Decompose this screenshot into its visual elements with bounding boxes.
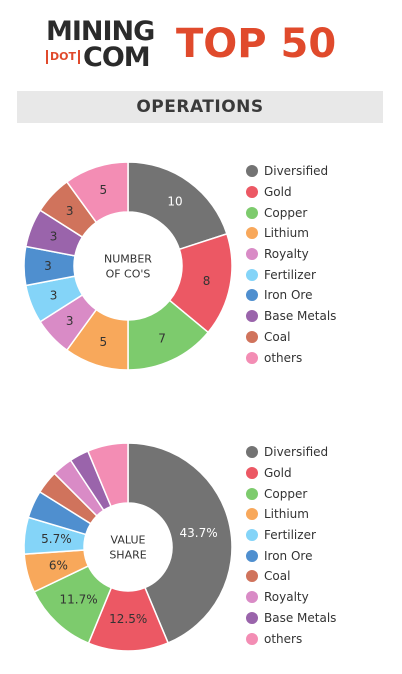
legend-label: Copper (264, 205, 308, 220)
slice-label-diversified: 10 (167, 194, 182, 208)
legend-label: Gold (264, 185, 292, 200)
logo-mining-text: MINING (46, 16, 155, 47)
legend-label: Lithium (264, 226, 309, 241)
legend-item-gold: Gold (246, 182, 396, 203)
legend-item-iron-ore: Iron Ore (246, 545, 396, 566)
legend-label: Coal (264, 569, 291, 584)
legend-label: Fertilizer (264, 528, 316, 543)
legend-label: Copper (264, 486, 308, 501)
slice-label-fertilizer: 5.7% (41, 532, 72, 546)
section-title: OPERATIONS (136, 97, 264, 117)
legend-swatch (246, 591, 258, 604)
legend-label: Base Metals (264, 309, 337, 324)
section-header: OPERATIONS (17, 91, 383, 123)
legend-swatch (246, 446, 258, 459)
legend-count: Diversified Gold Copper Lithium Royalty Ferti… (246, 161, 396, 368)
legend-item-others: others (246, 347, 396, 368)
legend-item-copper: Copper (246, 202, 396, 223)
legend-label: Iron Ore (264, 288, 313, 303)
slice-label-gold: 12.5% (109, 612, 147, 626)
legend-label: Iron Ore (264, 548, 313, 563)
legend-item-lithium: Lithium (246, 223, 396, 244)
slice-label-diversified: 43.7% (180, 526, 218, 540)
legend-swatch (246, 508, 258, 521)
legend-value: Diversified Gold Copper Lithium Fertilizer Ir… (246, 442, 396, 649)
legend-swatch (246, 351, 258, 364)
legend-label: Diversified (264, 164, 329, 179)
legend-swatch (246, 632, 258, 645)
center-label-line: VALUE (111, 534, 146, 547)
legend-swatch (246, 186, 258, 199)
slice-label-others: 5 (99, 183, 107, 197)
legend-label: Base Metals (264, 610, 337, 625)
slice-label-royalty: 3 (66, 314, 74, 328)
slice-others (86, 442, 129, 508)
slice-label-iron-ore: 3 (44, 259, 52, 273)
slice-label-gold: 8 (203, 274, 211, 288)
legend-item-royalty: Royalty (246, 244, 396, 265)
legend-item-copper: Copper (246, 483, 396, 504)
legend-swatch (246, 268, 258, 281)
page-title: TOP 50 (176, 21, 337, 67)
slice-label-copper: 7 (158, 331, 166, 345)
legend-item-royalty: Royalty (246, 587, 396, 608)
legend-swatch (246, 611, 258, 624)
legend-item-others: others (246, 628, 396, 649)
donut-chart-value: 43.7% 12.5% 11.7% 6% 5.7% VALUE SHARE (23, 442, 233, 652)
slice-label-fertilizer: 3 (50, 288, 58, 302)
legend-swatch (246, 330, 258, 343)
legend-item-coal: Coal (246, 566, 396, 587)
header: MINING DOT COM TOP 50 (0, 0, 402, 80)
slice-others (65, 161, 129, 224)
slice-label-lithium: 5 (99, 335, 107, 349)
legend-swatch (246, 165, 258, 178)
legend-item-diversified: Diversified (246, 161, 396, 182)
legend-item-iron-ore: Iron Ore (246, 285, 396, 306)
legend-swatch (246, 248, 258, 261)
legend-swatch (246, 227, 258, 240)
center-label-line: SHARE (109, 549, 146, 562)
slice-label-lithium: 6% (49, 558, 68, 572)
legend-swatch (246, 529, 258, 542)
legend-item-fertilizer: Fertilizer (246, 264, 396, 285)
slice-label-copper: 11.7% (59, 592, 97, 606)
legend-label: Lithium (264, 507, 309, 522)
center-label-line: NUMBER (104, 253, 152, 266)
legend-swatch (246, 487, 258, 500)
legend-swatch (246, 289, 258, 302)
legend-swatch (246, 206, 258, 219)
legend-item-lithium: Lithium (246, 504, 396, 525)
legend-label: others (264, 631, 303, 646)
legend-item-base-metals: Base Metals (246, 306, 396, 327)
legend-label: Gold (264, 466, 292, 481)
legend-item-fertilizer: Fertilizer (246, 525, 396, 546)
legend-item-coal: Coal (246, 327, 396, 348)
center-label-line: OF CO'S (106, 268, 151, 281)
legend-swatch (246, 570, 258, 583)
legend-item-diversified: Diversified (246, 442, 396, 463)
legend-swatch (246, 549, 258, 562)
legend-item-base-metals: Base Metals (246, 608, 396, 629)
legend-label: Fertilizer (264, 267, 316, 282)
legend-swatch (246, 310, 258, 323)
slice-diversified (127, 442, 233, 644)
legend-item-gold: Gold (246, 463, 396, 484)
legend-label: Royalty (264, 590, 309, 605)
legend-label: others (264, 350, 303, 365)
slice-label-coal: 3 (66, 204, 74, 218)
slice-label-base-metals: 3 (50, 230, 58, 244)
legend-label: Diversified (264, 445, 329, 460)
logo-row: DOT COM (46, 41, 151, 73)
logo-com-text: COM (83, 41, 151, 73)
legend-label: Coal (264, 329, 291, 344)
logo-dot-text: DOT (46, 50, 80, 64)
legend-label: Royalty (264, 247, 309, 262)
legend-swatch (246, 467, 258, 480)
